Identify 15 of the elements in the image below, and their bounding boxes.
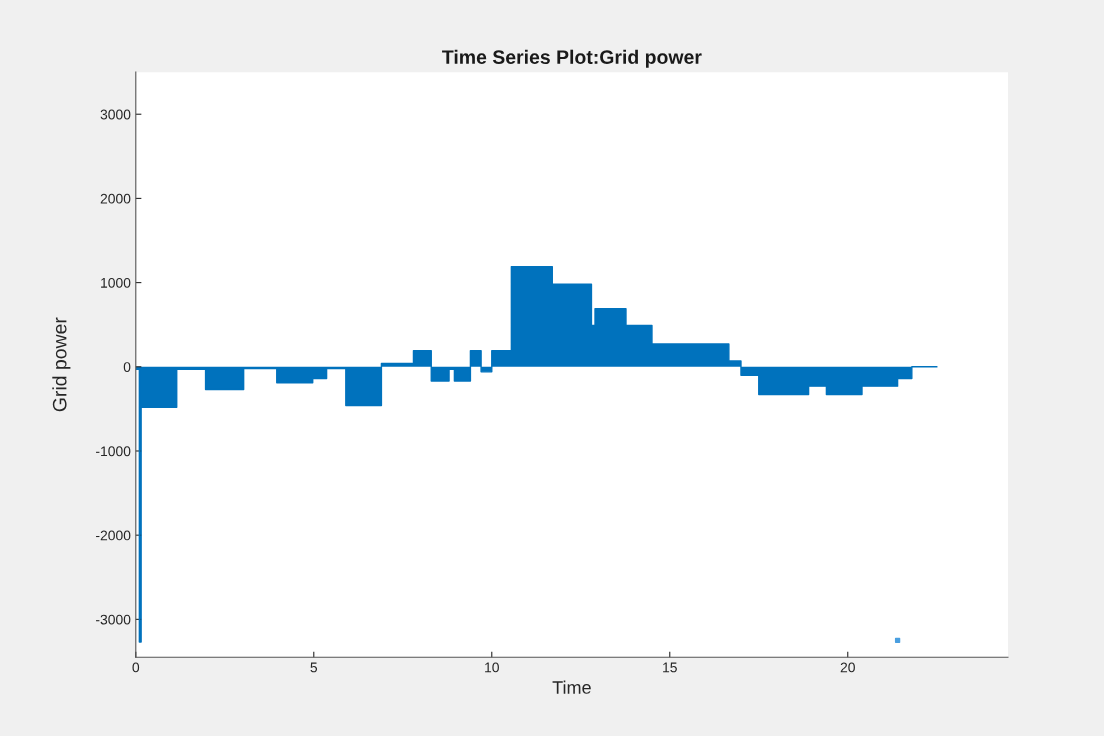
x-tick-label: 15	[663, 662, 677, 673]
y-tick-label: -1000	[96, 446, 131, 457]
x-axis-title: Time	[552, 680, 591, 694]
y-tick-label: -2000	[96, 530, 131, 541]
x-tick-label: 0	[132, 662, 140, 673]
y-tick-label: 2000	[100, 193, 131, 204]
x-tick-label: 10	[485, 662, 499, 673]
y-tick-label: 1000	[101, 277, 131, 288]
x-tick-label: 5	[310, 662, 318, 673]
y-tick-label: 0	[123, 362, 131, 372]
x-tick-label: 20	[840, 662, 855, 673]
y-tick-label: 3000	[100, 109, 131, 120]
chart-title: Time Series Plot:Grid power	[442, 49, 702, 68]
y-tick-label: -3000	[96, 614, 131, 625]
y-axis-title: Grid power	[52, 317, 71, 412]
